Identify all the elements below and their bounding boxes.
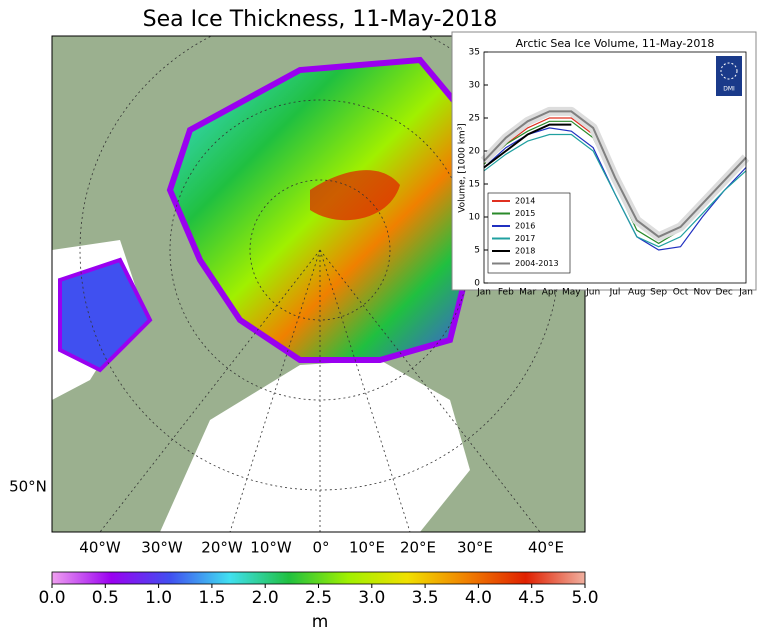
x-tick-label: Apr: [542, 288, 558, 298]
colorbar-ticks: 0.0 0.5 1.0 1.5 2.0 2.5 3.0 3.5 4.0 4.5 5.0: [38, 584, 599, 608]
ocean: [160, 360, 470, 532]
x-tick-label: Mar: [519, 288, 536, 298]
series-line: [483, 123, 572, 169]
x-tick-label: Sep: [650, 288, 667, 298]
inset-title: Arctic Sea Ice Volume, 11-May-2018: [516, 37, 715, 50]
x-tick-label: Jun: [585, 288, 600, 298]
colorbar-tick-label: 1.0: [145, 588, 172, 608]
colorbar-tick-label: 2.5: [305, 588, 332, 608]
lon-labels: 40°W 30°W 20°W 10°W 0° 10°E 20°E 30°E 40°E: [79, 539, 564, 557]
x-tick-label: Jul: [609, 288, 621, 298]
x-tick-label: Dec: [715, 288, 732, 298]
colorbar-tick-label: 3.5: [412, 588, 439, 608]
lon-label: 30°E: [457, 539, 493, 557]
colorbar-tick-label: 0.0: [38, 588, 65, 608]
lat-label: 50°N: [9, 478, 47, 496]
x-tick-label: Jan: [476, 288, 491, 298]
inset-chart: 0 5 10 15 20 25 30 35 Jan Feb Mar Apr May Jun Jul Aug Se…: [469, 48, 753, 298]
lon-label: 30°W: [141, 539, 183, 557]
lon-label: 40°E: [528, 539, 564, 557]
legend-label: 2016: [515, 222, 535, 231]
colorbar-label: m: [312, 612, 329, 631]
colorbar-tick-label: 1.5: [198, 588, 225, 608]
lon-label: 10°W: [250, 539, 292, 557]
lon-label: 20°E: [400, 539, 436, 557]
map-title: Sea Ice Thickness, 11-May-2018: [143, 7, 498, 32]
x-tick-label: Oct: [673, 288, 689, 298]
colorbar: [51, 571, 586, 585]
y-tick-label: 20: [469, 147, 481, 157]
lon-label: 0°: [312, 539, 329, 557]
legend-label: 2018: [515, 247, 535, 256]
x-tick-label: May: [562, 288, 581, 298]
lon-label: 20°W: [201, 539, 243, 557]
logo-mark: [720, 62, 738, 80]
colorbar-tick-label: 4.5: [518, 588, 545, 608]
legend-label: 2014: [515, 197, 535, 206]
y-tick-label: 35: [469, 48, 480, 58]
x-tick-label: Jan: [738, 288, 753, 298]
y-tick-label: 0: [474, 279, 480, 289]
lon-label: 40°W: [79, 539, 121, 557]
y-tick-label: 10: [469, 213, 481, 223]
colorbar-tick-label: 3.0: [358, 588, 385, 608]
x-tick-label: Nov: [694, 288, 712, 298]
legend-label: 2015: [515, 209, 535, 218]
series-line: [483, 133, 747, 248]
x-tick-label: Aug: [628, 288, 646, 298]
logo-text: DMI: [723, 86, 735, 93]
legend-box: [487, 192, 571, 274]
sea-ice-thick: [310, 170, 400, 221]
plot-frame: [483, 51, 747, 284]
sea-ice: [58, 257, 153, 373]
y-tick-label: 25: [469, 114, 480, 124]
colorbar-tick-label: 5.0: [571, 588, 598, 608]
colorbar-tick-label: 0.5: [92, 588, 119, 608]
x-tick-label: Feb: [498, 288, 514, 298]
series-line: [483, 110, 747, 238]
y-axis-label: Volume, [1000 km³]: [458, 123, 468, 213]
legend-label: 2004-2013: [515, 259, 559, 268]
y-tick-label: 15: [469, 180, 480, 190]
legend-label: 2017: [515, 234, 535, 243]
colorbar-tick-label: 2.0: [252, 588, 279, 608]
y-tick-label: 30: [469, 81, 481, 91]
lon-label: 10°E: [349, 539, 385, 557]
colorbar-tick-label: 4.0: [465, 588, 492, 608]
y-tick-label: 5: [474, 246, 480, 256]
